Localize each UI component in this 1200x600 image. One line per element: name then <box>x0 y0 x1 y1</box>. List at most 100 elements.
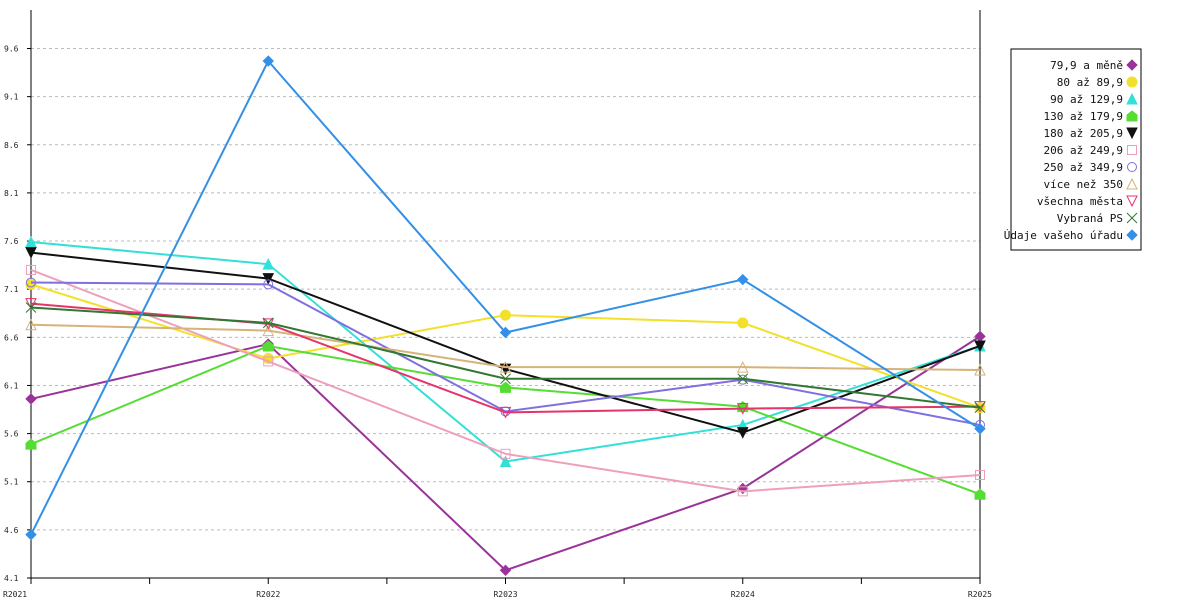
legend-marker <box>1127 145 1137 155</box>
legend-label: všechna města <box>1037 195 1123 208</box>
data-point <box>262 55 274 67</box>
series-6 <box>26 277 985 430</box>
data-point <box>737 486 748 497</box>
legend-marker <box>1126 76 1138 88</box>
y-tick-label: 5.6 <box>4 430 19 439</box>
y-tick-label: 9.1 <box>4 93 19 102</box>
data-point <box>500 381 511 393</box>
data-point <box>500 309 511 321</box>
legend-item: 130 až 179,9 <box>1044 110 1138 123</box>
legend-item: 79,9 a měně <box>1050 59 1138 72</box>
series-5 <box>26 264 985 497</box>
data-point <box>736 427 749 439</box>
series-line <box>30 251 981 434</box>
legend: 79,9 a měně 80 až 89,9 90 až 129,9 130 až 1… <box>1004 48 1142 251</box>
data-point <box>263 279 274 290</box>
legend-marker <box>1126 229 1138 241</box>
data-point <box>25 438 37 450</box>
legend-marker <box>1126 195 1138 208</box>
legend-box <box>1010 48 1142 251</box>
legend-label: 79,9 a měně <box>1050 59 1123 72</box>
legend-label: Vybraná PS <box>1057 212 1123 225</box>
data-point <box>262 340 274 352</box>
data-point <box>499 455 512 468</box>
data-point <box>736 361 749 373</box>
data-point <box>499 564 512 577</box>
legend-label: více než 350 <box>1044 178 1123 191</box>
series-line <box>30 323 981 372</box>
data-point <box>499 326 512 339</box>
data-point <box>499 361 512 373</box>
data-point <box>974 363 986 376</box>
series-2 <box>25 235 986 468</box>
legend-label: 206 až 249,9 <box>1044 144 1123 157</box>
data-point <box>25 235 37 248</box>
y-tick-label: 9.6 <box>4 45 19 54</box>
legend-marker <box>1126 212 1138 224</box>
series-lines <box>25 55 986 577</box>
x-tick-label: R2022 <box>256 590 280 599</box>
y-tick-label: 7.1 <box>4 285 19 294</box>
legend-marker <box>1126 177 1138 190</box>
legend-label: 90 až 129,9 <box>1050 93 1123 106</box>
series-0 <box>25 330 986 577</box>
series-line <box>30 268 981 493</box>
data-point <box>499 406 512 419</box>
data-point <box>262 273 275 285</box>
data-point <box>974 340 986 353</box>
data-point <box>25 393 37 405</box>
legend-label: Údaje vašeho úřadu <box>1004 229 1123 242</box>
y-tick-labels: 4.1 4.6 5.1 5.6 6.1 6.6 7.1 7.6 8.1 8.6 9.1 9.6 <box>4 45 19 583</box>
y-tick-label: 4.1 <box>4 574 19 583</box>
x-tick-label: R2024 <box>731 590 755 599</box>
data-point <box>736 403 749 415</box>
data-point <box>974 488 986 500</box>
data-point <box>262 258 275 270</box>
data-point <box>262 324 275 337</box>
legend-item: Údaje vašeho úřadu <box>1004 229 1138 242</box>
series-9 <box>25 302 986 413</box>
legend-item: více než 350 <box>1044 177 1138 191</box>
legend-marker <box>1127 162 1137 172</box>
y-tick-label: 6.1 <box>4 381 19 390</box>
legend-item: 180 až 205,9 <box>1044 127 1138 140</box>
data-point <box>500 373 511 385</box>
data-point <box>25 298 37 310</box>
legend-label: 250 až 349,9 <box>1044 161 1123 174</box>
series-7 <box>25 318 986 376</box>
series-10 <box>25 55 986 541</box>
legend-item: 206 až 249,9 <box>1044 144 1137 157</box>
data-point <box>26 277 36 288</box>
x-tick-label: R2023 <box>493 590 517 599</box>
data-point <box>25 318 37 331</box>
x-tick-label: R2025 <box>968 590 992 599</box>
y-tick-label: 8.6 <box>4 141 19 150</box>
y-tick-label: 7.6 <box>4 237 19 246</box>
data-point <box>974 330 986 343</box>
data-point <box>25 528 37 541</box>
x-tick-label: R2021 <box>3 590 27 599</box>
x-tick-labels: R2021 R2022 R2023 R2024 R2025 <box>3 590 992 599</box>
y-tick-label: 5.1 <box>4 478 19 487</box>
data-point <box>737 317 749 329</box>
legend-marker <box>1126 110 1138 122</box>
legend-item: všechna města <box>1037 195 1138 208</box>
data-point <box>263 356 274 367</box>
legend-item: 90 až 129,9 <box>1050 92 1138 106</box>
data-point <box>737 373 749 385</box>
data-point <box>25 247 37 259</box>
legend-label: 130 až 179,9 <box>1044 110 1123 123</box>
data-point <box>975 469 985 480</box>
data-point <box>737 273 749 286</box>
y-tick-label: 4.6 <box>4 526 19 535</box>
data-point <box>25 302 37 313</box>
axes <box>27 10 981 584</box>
data-point <box>974 423 986 435</box>
data-point <box>262 317 274 329</box>
series-4 <box>25 247 986 439</box>
y-tick-label: 8.1 <box>4 189 19 198</box>
series-line <box>30 281 981 426</box>
legend-label: 180 až 205,9 <box>1044 127 1123 140</box>
legend-marker <box>1126 127 1138 140</box>
